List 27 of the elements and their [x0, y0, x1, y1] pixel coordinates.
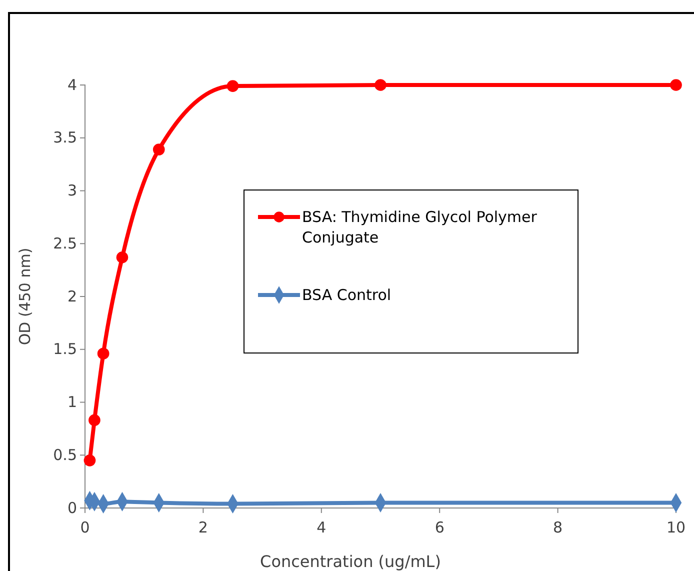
point	[116, 251, 128, 264]
y-tick-label: 3.5	[53, 128, 77, 147]
point	[97, 348, 110, 360]
point	[226, 80, 239, 92]
x-axis-title: Concentration (ug/mL)	[260, 552, 441, 571]
x-tick-label: 8	[553, 518, 563, 536]
y-tick-label: 1	[67, 393, 77, 412]
point	[670, 79, 682, 91]
y-tick-label: 3	[67, 182, 77, 200]
legend-label: BSA: Thymidine Glycol Polymer Conjugate	[302, 208, 538, 246]
y-tick-label: 1.5	[53, 340, 77, 358]
x-tick-label: 2	[198, 518, 208, 536]
x-tick-label: 10	[666, 518, 686, 536]
y-tick-label: 0.5	[53, 446, 77, 464]
legend-label: BSA Control	[302, 286, 392, 304]
y-tick-label: 2	[67, 287, 77, 306]
point	[88, 414, 100, 426]
point	[152, 144, 165, 156]
x-tick-label: 4	[316, 518, 326, 536]
y-axis-title: OD (450 nm)	[16, 248, 34, 346]
x-tick-label: 0	[80, 518, 90, 536]
y-tick-label: 4	[67, 76, 77, 94]
point	[84, 454, 96, 466]
y-tick-label: 0	[67, 498, 77, 517]
y-tick-label: 2.5	[53, 234, 77, 252]
x-tick-label: 6	[434, 518, 444, 536]
point	[374, 79, 386, 91]
